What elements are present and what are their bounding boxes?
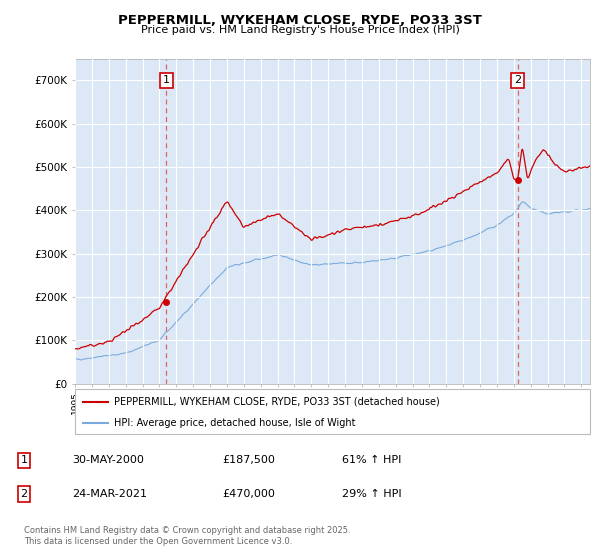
Text: PEPPERMILL, WYKEHAM CLOSE, RYDE, PO33 3ST (detached house): PEPPERMILL, WYKEHAM CLOSE, RYDE, PO33 3S… bbox=[113, 396, 439, 407]
Text: 30-MAY-2000: 30-MAY-2000 bbox=[72, 455, 144, 465]
Text: 1: 1 bbox=[20, 455, 28, 465]
Text: 29% ↑ HPI: 29% ↑ HPI bbox=[342, 489, 401, 499]
Text: 61% ↑ HPI: 61% ↑ HPI bbox=[342, 455, 401, 465]
FancyBboxPatch shape bbox=[75, 389, 590, 434]
Text: Price paid vs. HM Land Registry's House Price Index (HPI): Price paid vs. HM Land Registry's House … bbox=[140, 25, 460, 35]
Text: PEPPERMILL, WYKEHAM CLOSE, RYDE, PO33 3ST: PEPPERMILL, WYKEHAM CLOSE, RYDE, PO33 3S… bbox=[118, 14, 482, 27]
Text: Contains HM Land Registry data © Crown copyright and database right 2025.
This d: Contains HM Land Registry data © Crown c… bbox=[24, 526, 350, 546]
Text: £470,000: £470,000 bbox=[222, 489, 275, 499]
Text: 2: 2 bbox=[514, 76, 521, 86]
Text: 1: 1 bbox=[163, 76, 170, 86]
Text: £187,500: £187,500 bbox=[222, 455, 275, 465]
Text: 24-MAR-2021: 24-MAR-2021 bbox=[72, 489, 147, 499]
Text: HPI: Average price, detached house, Isle of Wight: HPI: Average price, detached house, Isle… bbox=[113, 418, 355, 428]
Text: 2: 2 bbox=[20, 489, 28, 499]
